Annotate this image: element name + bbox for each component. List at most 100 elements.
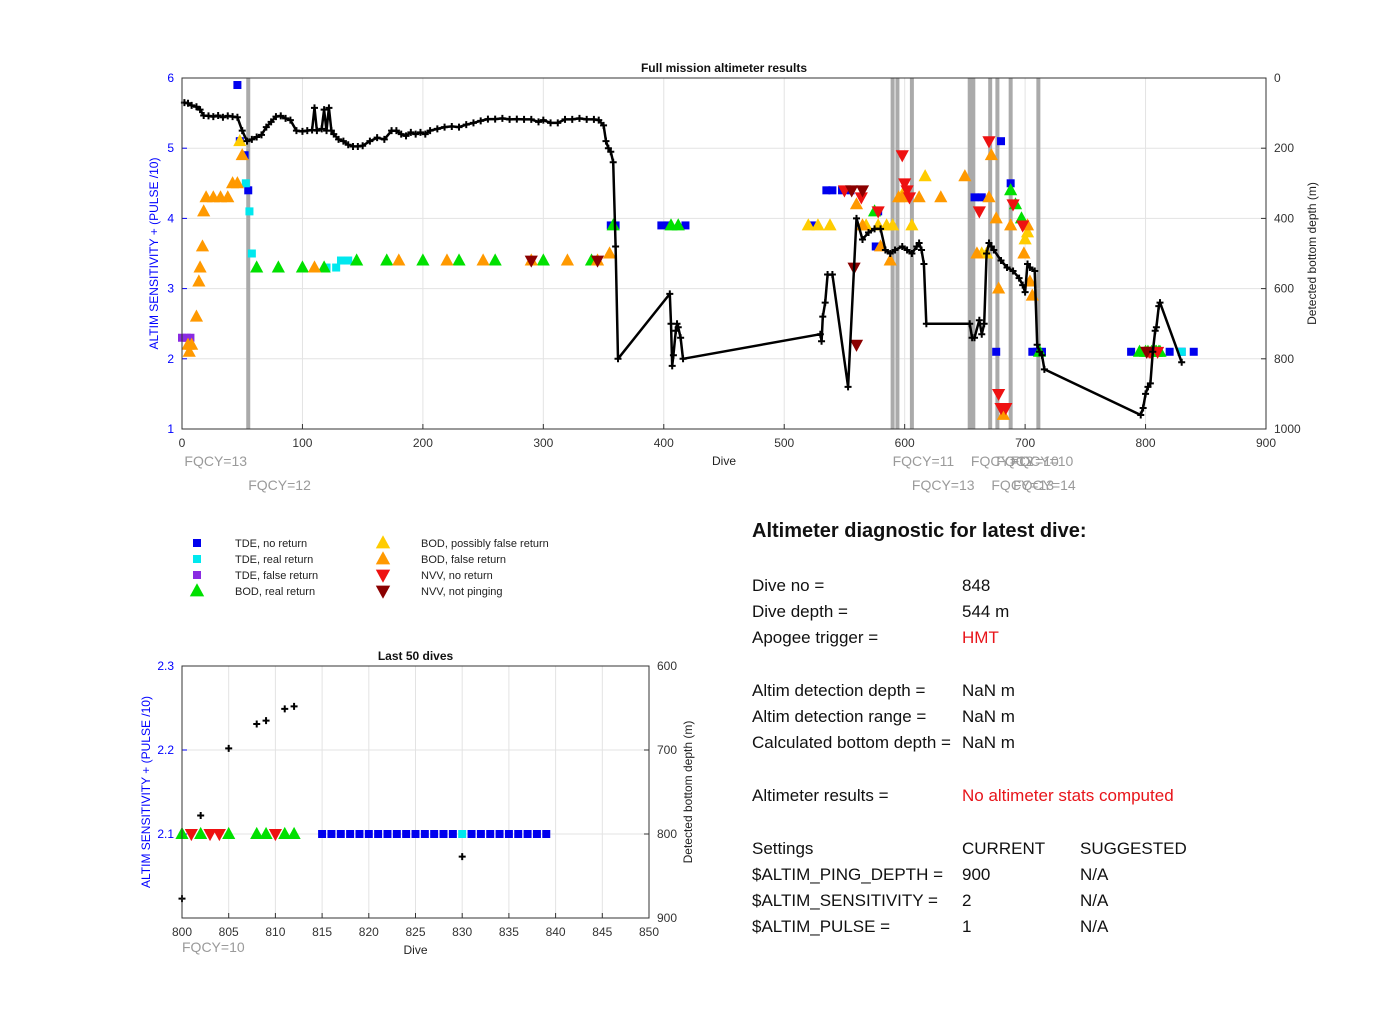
fqcy-annotation: FQCY=13 bbox=[912, 477, 975, 493]
data-point bbox=[332, 263, 341, 272]
x-tick-label: 400 bbox=[654, 436, 674, 450]
results-row: Altimeter results = No altimeter stats c… bbox=[752, 786, 1372, 810]
data-point bbox=[222, 826, 236, 839]
bottom-depth-point bbox=[600, 121, 608, 129]
data-point bbox=[467, 830, 476, 838]
data-point bbox=[1004, 218, 1018, 231]
bottom-depth-point bbox=[188, 101, 196, 109]
data-point bbox=[905, 218, 919, 231]
bottom-depth-point bbox=[339, 137, 347, 145]
bottom-depth-point bbox=[1151, 327, 1159, 335]
legend-marker bbox=[375, 535, 391, 549]
data-point bbox=[245, 207, 254, 216]
bottom-depth-point bbox=[286, 116, 294, 124]
data-point bbox=[854, 192, 868, 205]
x-tick-label: 800 bbox=[1136, 436, 1156, 450]
bottom-depth-point bbox=[402, 132, 410, 140]
current-header: CURRENT bbox=[962, 839, 1046, 858]
sensitivity-current: 2 bbox=[962, 891, 972, 910]
bottom-depth-point bbox=[881, 246, 889, 254]
data-point bbox=[402, 830, 411, 838]
data-point bbox=[344, 256, 353, 265]
bottom-depth-point bbox=[344, 141, 352, 149]
legend-marker bbox=[193, 571, 201, 579]
data-point bbox=[590, 255, 605, 268]
data-point bbox=[902, 192, 917, 205]
bottom-depth-point bbox=[918, 246, 926, 254]
data-point bbox=[822, 186, 831, 195]
data-point bbox=[374, 830, 383, 838]
data-point bbox=[1017, 246, 1031, 259]
x-tick-label: 600 bbox=[895, 436, 915, 450]
bottom-depth-point bbox=[292, 127, 300, 135]
bottom-depth-point bbox=[243, 137, 251, 145]
bottom-depth-point bbox=[458, 853, 466, 861]
dive-no-value: 848 bbox=[962, 576, 991, 595]
bottom-depth-point bbox=[602, 137, 610, 145]
data-point bbox=[355, 830, 364, 838]
chart-title: Full mission altimeter results bbox=[641, 61, 807, 75]
data-point bbox=[221, 190, 235, 203]
bottom-depth-point bbox=[262, 123, 270, 131]
data-point bbox=[918, 169, 932, 182]
data-point bbox=[195, 239, 210, 252]
y-right-tick-label: 800 bbox=[1274, 352, 1294, 366]
pulse-current: 1 bbox=[962, 917, 972, 936]
bottom-depth-point bbox=[1144, 383, 1152, 391]
settings-label: Settings bbox=[752, 839, 814, 858]
ping-depth-current: 900 bbox=[962, 865, 991, 884]
bottom-depth-point bbox=[441, 123, 449, 131]
data-point bbox=[1004, 183, 1018, 196]
suggested-header: SUGGESTED bbox=[1080, 839, 1187, 858]
data-point bbox=[203, 829, 217, 842]
bottom-depth-point bbox=[966, 320, 974, 328]
data-point bbox=[411, 830, 420, 838]
data-point bbox=[1151, 346, 1165, 359]
bottom-depth-point bbox=[196, 106, 204, 114]
bottom-depth-point bbox=[484, 115, 492, 123]
fqcy-annotation: FQCY=14 bbox=[1013, 477, 1076, 493]
bottom-depth-point bbox=[491, 115, 499, 123]
bottom-depth-point bbox=[1024, 260, 1032, 268]
data-point bbox=[828, 186, 837, 195]
bottom-depth-point bbox=[1015, 274, 1023, 282]
bottom-depth-point bbox=[1152, 323, 1160, 331]
y-axis-label: ALTIM SENSITIVITY + (PULSE /10) bbox=[147, 158, 161, 350]
data-point bbox=[439, 830, 448, 838]
bottom-depth-point bbox=[920, 260, 928, 268]
bottom-depth-point bbox=[225, 744, 233, 752]
bottom-depth-point bbox=[568, 115, 576, 123]
bottom-depth-point bbox=[674, 323, 682, 331]
bottom-depth-point bbox=[1155, 302, 1163, 310]
bottom-depth-point bbox=[290, 702, 298, 710]
last-50-dives-plot: 800 805 810 815 820 825 830 835 840 845 850 2.1 2.2 2… bbox=[139, 649, 695, 957]
y-tick-label: 2.2 bbox=[157, 743, 174, 757]
bottom-depth-point bbox=[238, 127, 246, 135]
data-point bbox=[383, 830, 392, 838]
y-right-tick-label: 1000 bbox=[1274, 422, 1301, 436]
data-point bbox=[486, 830, 495, 838]
ping-depth-suggested: N/A bbox=[1080, 865, 1109, 884]
data-point bbox=[392, 830, 401, 838]
data-point bbox=[524, 255, 538, 268]
bottom-depth-point bbox=[539, 116, 547, 124]
bottom-depth-point bbox=[325, 104, 333, 112]
bottom-depth-point bbox=[604, 144, 612, 152]
y-right-tick-label: 200 bbox=[1274, 141, 1294, 155]
bottom-depth-point bbox=[583, 115, 591, 123]
data-point bbox=[241, 179, 250, 188]
legend: TDE, no return TDE, real return TDE, false… bbox=[189, 535, 549, 599]
data-point bbox=[912, 190, 926, 203]
data-point bbox=[212, 829, 226, 842]
axes-frame bbox=[181, 665, 650, 919]
fqcy-annotation: FQCY=10 bbox=[1011, 453, 1074, 469]
bottom-depth-point bbox=[281, 705, 289, 713]
data-point bbox=[185, 337, 199, 350]
bottom-depth-point bbox=[1149, 348, 1157, 356]
data-point bbox=[1028, 347, 1037, 356]
data-point bbox=[1016, 220, 1030, 233]
bottom-depth-point bbox=[1139, 404, 1147, 412]
data-point bbox=[898, 178, 912, 191]
bottom-depth-point bbox=[335, 135, 343, 143]
data-point bbox=[1189, 347, 1198, 356]
